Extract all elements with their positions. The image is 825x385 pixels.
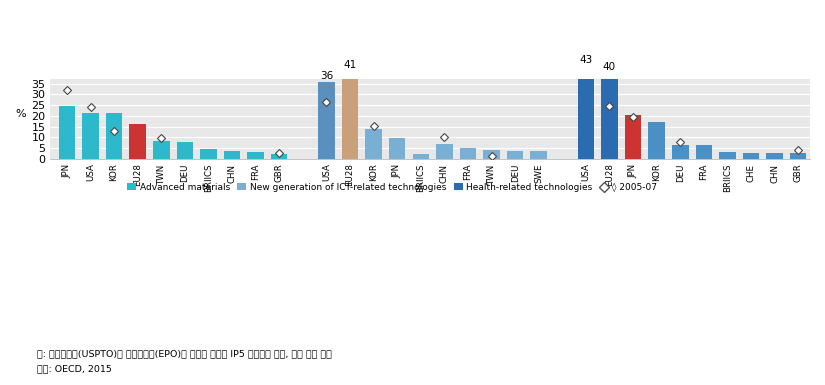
Bar	[412, 154, 429, 159]
Bar	[200, 149, 217, 159]
Bar	[790, 153, 807, 159]
Bar	[153, 141, 170, 159]
Bar	[719, 152, 736, 159]
Bar	[507, 151, 523, 159]
Bar	[578, 66, 594, 159]
Bar	[648, 122, 665, 159]
Text: 주: 미국특허청(USPTO)와 유럽특허청(EPO)에 출원된 국가별 IP5 특허군의 비중, 일부 기술 기준: 주: 미국특허청(USPTO)와 유럽특허청(EPO)에 출원된 국가별 IP5…	[37, 349, 332, 358]
Bar	[742, 153, 759, 159]
Text: 43: 43	[579, 55, 592, 65]
Bar	[483, 150, 500, 159]
Bar	[248, 152, 264, 159]
Bar	[460, 148, 476, 159]
Text: 41: 41	[343, 60, 356, 70]
Text: 36: 36	[320, 70, 333, 80]
Y-axis label: %: %	[15, 109, 26, 119]
Bar	[82, 113, 99, 159]
Bar	[530, 151, 547, 159]
Bar	[59, 105, 75, 159]
Bar	[601, 74, 618, 159]
Bar	[436, 144, 453, 159]
Bar	[130, 124, 146, 159]
Bar	[625, 115, 641, 159]
Text: 출처: OECD, 2015: 출처: OECD, 2015	[37, 365, 112, 373]
Bar	[766, 153, 783, 159]
Legend: Advanced materials, New generation of ICT-related technologies, Health-related t: Advanced materials, New generation of IC…	[124, 179, 661, 196]
Bar	[271, 154, 287, 159]
Bar	[177, 142, 193, 159]
Bar	[342, 71, 358, 159]
Bar	[389, 138, 405, 159]
Bar	[106, 113, 122, 159]
Text: 40: 40	[603, 62, 616, 72]
Bar	[318, 82, 335, 159]
Bar	[695, 145, 712, 159]
Bar	[672, 145, 689, 159]
Bar	[224, 151, 240, 159]
Bar	[365, 129, 382, 159]
